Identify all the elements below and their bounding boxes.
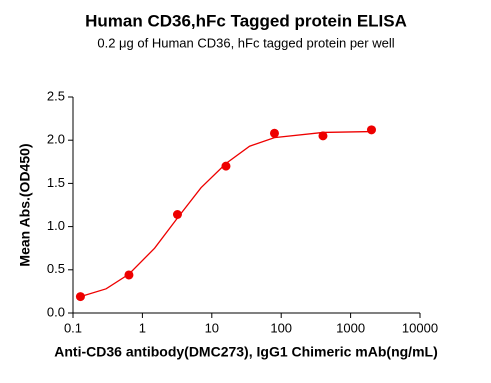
chart-subtitle: 0.2 μg of Human CD36, hFc tagged protein…: [97, 35, 394, 50]
data-point: [75, 292, 85, 302]
y-tick-label: 2.0: [47, 132, 65, 147]
data-point: [318, 131, 328, 141]
fit-curve: [80, 130, 372, 298]
data-point: [124, 270, 134, 280]
y-axis-label: Mean Abs.(OD450): [17, 143, 33, 266]
x-axis-label: Anti-CD36 antibody(DMC273), IgG1 Chimeri…: [54, 344, 437, 360]
data-point: [269, 128, 279, 138]
y-tick-label: 0.5: [47, 261, 65, 276]
x-tick-label: 1: [139, 320, 146, 335]
chart-title: Human CD36,hFc Tagged protein ELISA: [85, 11, 407, 30]
x-tick-label: 0.1: [64, 320, 82, 335]
data-point: [172, 210, 182, 220]
y-tick-label: 0.0: [47, 304, 65, 319]
data-point: [366, 125, 376, 135]
x-tick-label: 10000: [402, 320, 438, 335]
x-tick-label: 1000: [336, 320, 365, 335]
y-tick-label: 1.0: [47, 218, 65, 233]
x-tick-label: 10: [205, 320, 219, 335]
y-tick-label: 1.5: [47, 175, 65, 190]
y-tick-label: 2.5: [47, 88, 65, 103]
data-point: [221, 161, 231, 171]
x-tick-label: 100: [270, 320, 292, 335]
